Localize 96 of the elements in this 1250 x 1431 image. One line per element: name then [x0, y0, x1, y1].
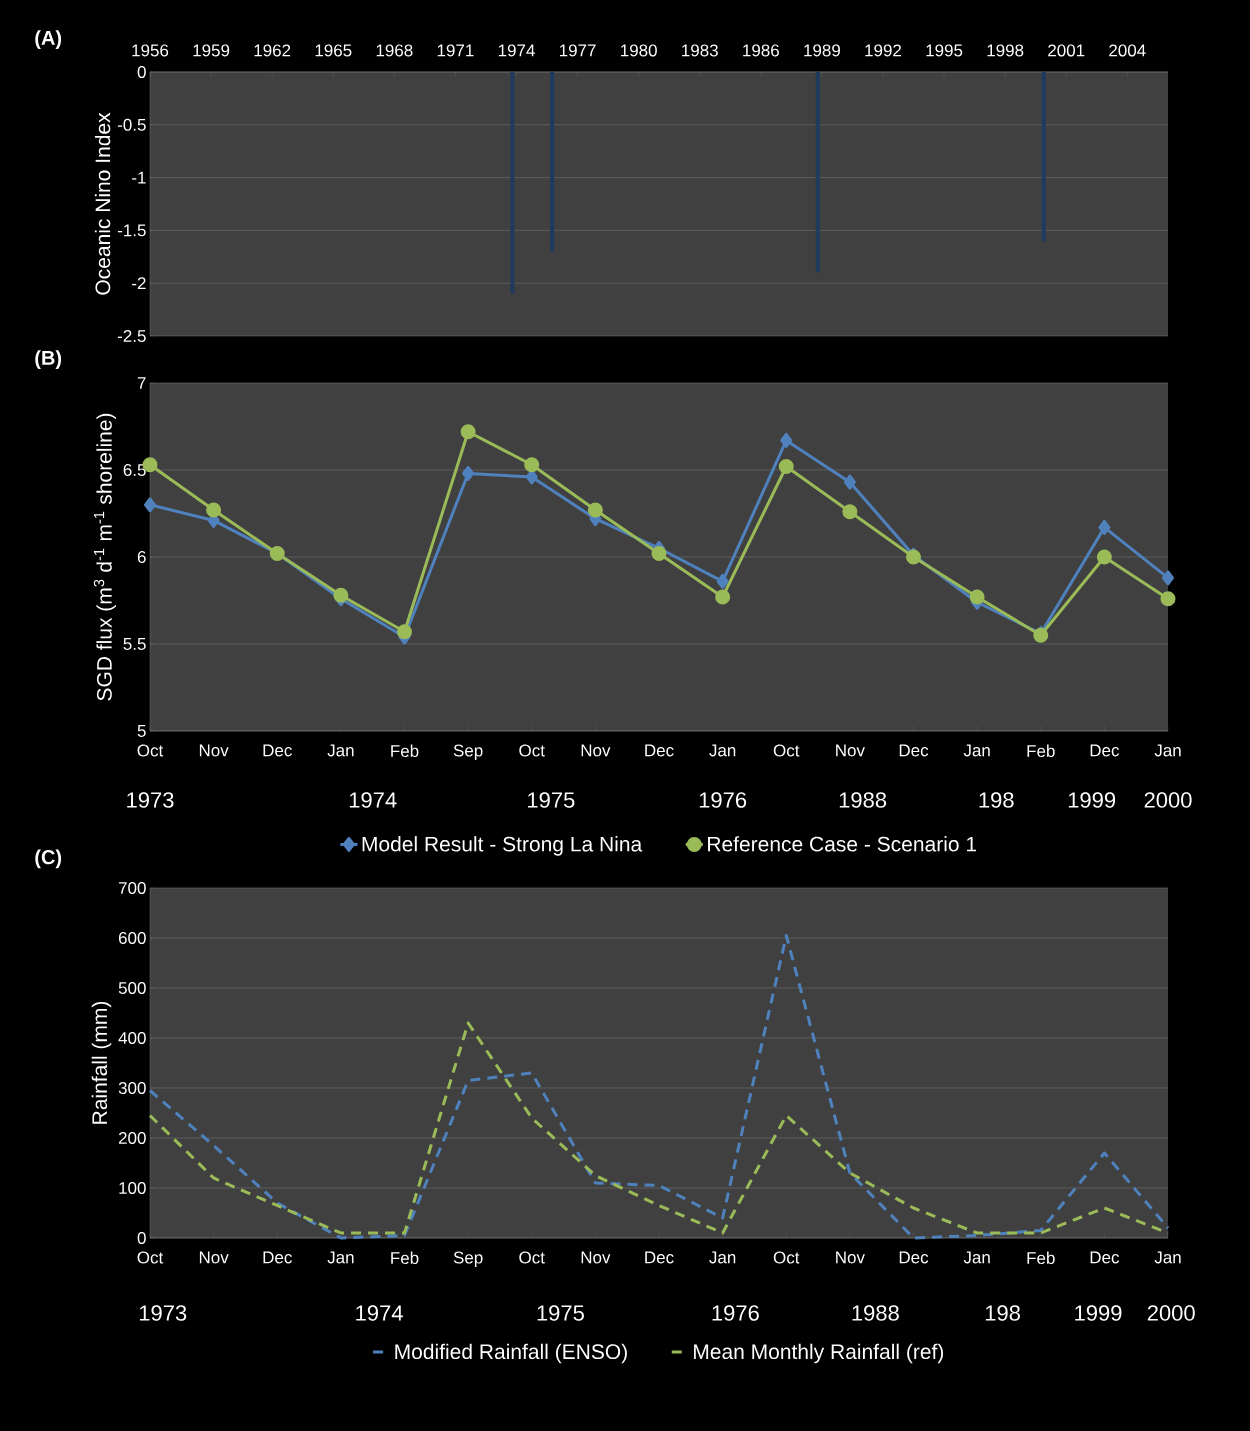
text: 1988: [839, 792, 887, 808]
x-tick-label: Dec: [645, 744, 674, 757]
x-tick-label: Feb: [391, 1251, 419, 1265]
x-tick-label: Sep: [453, 1251, 483, 1267]
x-tick-label: Feb: [391, 744, 419, 758]
y-tick-label: 400: [118, 1031, 146, 1045]
x-tick-label: 1971: [437, 44, 474, 57]
y-tick-label: 200: [118, 1131, 146, 1145]
x-tick-label: 1977: [559, 44, 596, 57]
y-tick-label: 300: [118, 1081, 146, 1095]
x-tick-label: Jan: [963, 744, 990, 757]
text: 1974: [349, 792, 397, 808]
y-tick-label: 700: [118, 881, 146, 895]
y-tick-label: -0.5: [117, 118, 146, 131]
x-tick-label: 1986: [743, 44, 779, 57]
text: 1988: [852, 1305, 899, 1321]
x-tick-label: Dec: [899, 744, 929, 757]
chart-title: (A): [35, 30, 62, 49]
x-tick-label: Feb: [1027, 744, 1055, 758]
x-tick-label: Dec: [263, 1251, 292, 1264]
x-tick-label: Jan: [1154, 744, 1181, 757]
x-tick-label: Oct: [773, 1251, 800, 1264]
x-tick-label: 1995: [926, 44, 963, 57]
legend-label: Mean Monthly Rainfall (ref): [694, 1343, 944, 1364]
x-tick-label: Oct: [519, 744, 545, 757]
x-tick-label: Dec: [1090, 744, 1120, 757]
text: 1973: [127, 792, 174, 808]
x-tick-label: 1962: [254, 44, 291, 57]
x-tick-label: 2001: [1048, 44, 1085, 57]
x-tick-label: Jan: [709, 744, 736, 757]
text: 1973: [139, 1305, 187, 1321]
x-tick-label: Jan: [327, 744, 354, 757]
x-tick-label: 1998: [987, 44, 1024, 57]
x-tick-label: Feb: [1027, 1251, 1055, 1265]
x-tick-label: Dec: [263, 744, 292, 757]
x-tick-label: 1980: [621, 44, 657, 57]
y-tick-label: 7: [137, 377, 146, 389]
x-tick-label: Nov: [836, 744, 865, 757]
y-tick-label: 0: [137, 1231, 146, 1245]
text: 2000: [1147, 1305, 1195, 1321]
legend-label: Reference Case - Scenario 1: [708, 836, 977, 852]
chart-title: (B): [35, 350, 62, 369]
y-axis-title: SGD flux (m$^{3}$ d$^{-1}$ m$^{-1}$ shoreline): [93, 413, 116, 701]
text: 1976: [699, 792, 747, 808]
x-tick-label: Dec: [645, 1251, 674, 1264]
y-tick-label: 6.5: [123, 463, 146, 477]
text: 1999: [1068, 792, 1116, 808]
x-tick-label: Jan: [963, 1251, 990, 1264]
x-tick-label: Nov: [836, 1251, 865, 1264]
y-axis-title: Rainfall (mm): [91, 1001, 112, 1124]
x-tick-label: Jan: [709, 1251, 736, 1264]
text: 1974: [356, 1305, 403, 1321]
x-tick-label: 1983: [682, 44, 718, 57]
y-tick-label: -1: [132, 171, 146, 184]
x-tick-label: 1974: [498, 44, 535, 57]
y-tick-label: 500: [118, 981, 146, 995]
y-tick-label: 5: [137, 725, 146, 737]
x-tick-label: 1959: [193, 44, 230, 57]
y-tick-label: 5.5: [123, 638, 146, 650]
y-tick-label: 100: [119, 1181, 146, 1195]
x-tick-label: Nov: [199, 1251, 229, 1264]
x-tick-label: Dec: [1090, 1251, 1120, 1264]
y-axis-title: Oceanic Nino Index: [94, 112, 111, 295]
x-tick-label: Oct: [137, 744, 164, 757]
text: 2000: [1144, 792, 1192, 808]
text: 1999: [1075, 1305, 1122, 1321]
y-tick-label: -2: [132, 277, 146, 290]
x-tick-label: 2004: [1109, 44, 1146, 57]
chart-title: (C): [35, 849, 62, 869]
x-tick-label: 1989: [804, 44, 840, 57]
x-tick-label: Oct: [137, 1251, 164, 1264]
text: 1975: [537, 1305, 584, 1321]
x-tick-label: 1992: [865, 44, 902, 57]
x-tick-label: Jan: [1154, 1251, 1181, 1264]
x-tick-label: Nov: [581, 1251, 611, 1264]
text: 1976: [712, 1305, 759, 1321]
text: 198: [979, 792, 1014, 808]
x-tick-label: Nov: [581, 744, 611, 757]
y-tick-label: 0: [137, 65, 146, 79]
y-tick-label: -2.5: [117, 329, 146, 343]
y-tick-label: 6: [137, 550, 146, 564]
x-tick-label: 1968: [376, 44, 413, 57]
text: 1975: [528, 792, 575, 808]
x-tick-label: 1965: [315, 44, 352, 57]
y-tick-label: -1.5: [117, 224, 146, 237]
y-tick-label: 600: [118, 931, 146, 945]
x-tick-label: Oct: [519, 1251, 545, 1264]
legend-label: Model Result - Strong La Nina: [362, 836, 643, 856]
legend-label: Modified Rainfall (ENSO): [395, 1343, 627, 1364]
x-tick-label: Oct: [773, 744, 800, 757]
x-tick-label: Sep: [453, 744, 483, 760]
x-tick-label: Dec: [899, 1251, 929, 1264]
text: 198: [985, 1305, 1020, 1321]
x-tick-label: 1956: [132, 44, 169, 57]
x-tick-label: Jan: [327, 1251, 354, 1264]
x-tick-label: Nov: [199, 744, 229, 757]
